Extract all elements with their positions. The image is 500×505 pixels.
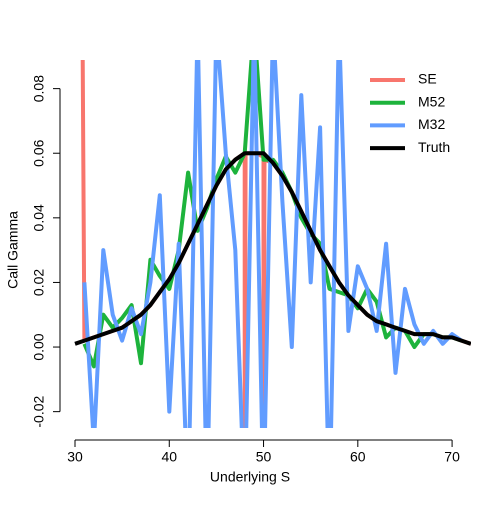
y-tick-label: 0.08 [31, 75, 47, 102]
y-tick-label: 0.02 [31, 269, 47, 296]
y-tick-label: 0.06 [31, 139, 47, 166]
series-line [82, 60, 463, 428]
x-tick-label: 60 [350, 449, 366, 465]
y-tick-label: 0.00 [31, 333, 47, 360]
legend-label: SE [418, 71, 437, 87]
x-axis-label: Underlying S [210, 469, 290, 485]
x-tick-label: 50 [256, 449, 272, 465]
x-tick-label: 40 [161, 449, 177, 465]
legend-label: M32 [418, 116, 445, 132]
legend-label: M52 [418, 93, 445, 109]
legend-label: Truth [418, 139, 450, 155]
y-tick-label: 0.04 [31, 204, 47, 231]
x-tick-label: 30 [67, 449, 83, 465]
x-tick-label: 70 [444, 449, 460, 465]
plot-area [74, 60, 471, 428]
y-tick-label: -0.02 [31, 395, 47, 427]
y-axis-label: Call Gamma [5, 211, 21, 289]
series-line [74, 151, 471, 346]
